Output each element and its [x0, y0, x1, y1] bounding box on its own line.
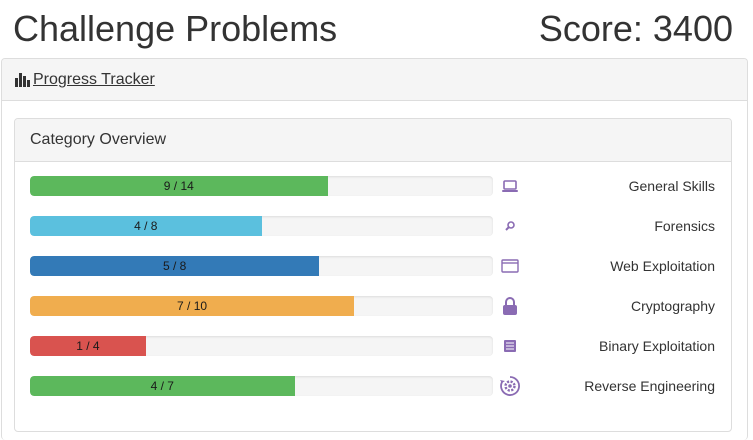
category-row-cryptography[interactable]: 7 / 10 Cryptography	[15, 296, 731, 316]
score-display: Score: 3400	[538, 8, 733, 49]
page-title: Challenge Problems	[13, 8, 338, 49]
category-row-forensics[interactable]: 4 / 8 Forensics	[15, 216, 731, 236]
category-row-reverse-engineering[interactable]: 4 / 7 Reverse Engineering	[15, 376, 731, 396]
progress-tracker-heading: Progress Tracker	[2, 59, 747, 101]
lock-icon	[499, 296, 521, 316]
progress-fill: 1 / 4	[30, 336, 146, 356]
magnifier-icon	[499, 216, 521, 236]
browser-window-icon	[499, 256, 521, 276]
progress-bar: 7 / 10	[30, 296, 493, 316]
progress-bar: 5 / 8	[30, 256, 493, 276]
progress-bar: 1 / 4	[30, 336, 493, 356]
progress-bar: 9 / 14	[30, 176, 493, 196]
progress-bar: 4 / 7	[30, 376, 493, 396]
category-name: Web Exploitation	[610, 258, 715, 274]
category-overview-panel: Category Overview 9 / 14 General Skills …	[14, 118, 732, 432]
progress-fill: 4 / 7	[30, 376, 295, 396]
category-name: Forensics	[654, 218, 715, 234]
progress-tracker-panel: Progress Tracker	[1, 58, 748, 440]
category-row-binary-exploitation[interactable]: 1 / 4 Binary Exploitation	[15, 336, 731, 356]
category-name: Binary Exploitation	[599, 338, 715, 354]
category-overview-heading: Category Overview	[15, 119, 731, 162]
progress-fill: 4 / 8	[30, 216, 262, 236]
category-name: Cryptography	[630, 298, 715, 314]
category-name: General Skills	[628, 178, 715, 194]
progress-bar: 4 / 8	[30, 216, 493, 236]
page-header: Challenge Problems Score: 3400	[0, 0, 753, 58]
progress-tracker-link[interactable]: Progress Tracker	[15, 70, 155, 90]
bar-chart-icon	[15, 73, 30, 87]
progress-fill: 7 / 10	[30, 296, 355, 316]
progress-fill: 9 / 14	[30, 176, 328, 196]
laptop-icon	[499, 176, 521, 196]
progress-tracker-label: Progress Tracker	[33, 71, 155, 88]
progress-fill: 5 / 8	[30, 256, 320, 276]
binary-file-icon	[499, 336, 521, 356]
category-row-general-skills[interactable]: 9 / 14 General Skills	[15, 176, 731, 196]
category-name: Reverse Engineering	[584, 378, 715, 394]
gear-cycle-icon	[499, 376, 521, 396]
category-row-web-exploitation[interactable]: 5 / 8 Web Exploitation	[15, 256, 731, 276]
